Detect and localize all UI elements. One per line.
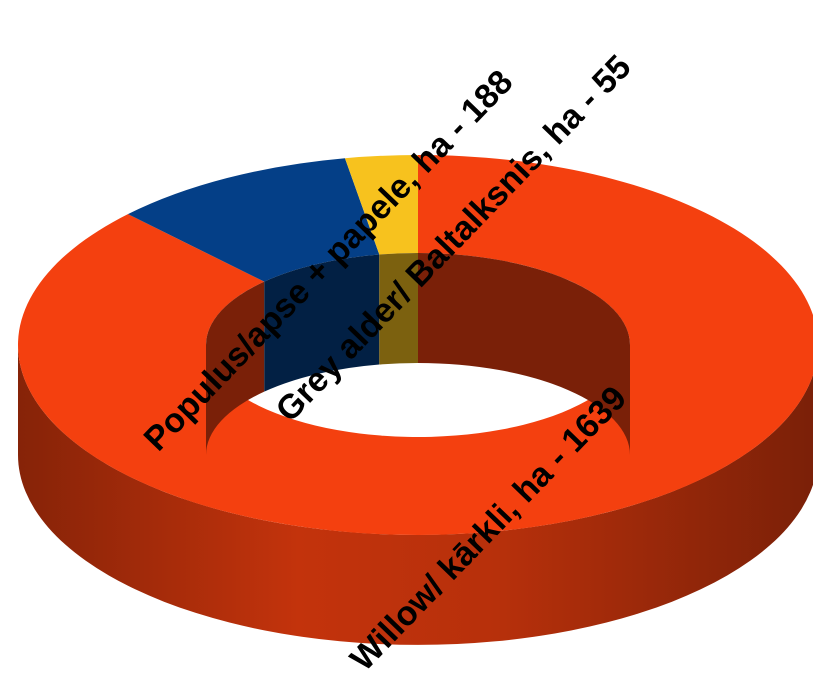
donut-top-faces: [18, 155, 813, 547]
slice-0-inner-wall: [418, 253, 630, 455]
slice-2-top: [344, 155, 418, 255]
slice-0-top: [18, 155, 813, 535]
slice-0-inner-wall: [206, 281, 265, 455]
slice-2-inner-wall: [379, 253, 418, 365]
outer-wall: [18, 345, 813, 645]
donut-walls: [18, 345, 813, 645]
inner-wall: [206, 253, 630, 547]
slice-1-top: [127, 158, 380, 282]
slice-1-inner-wall: [264, 254, 380, 392]
